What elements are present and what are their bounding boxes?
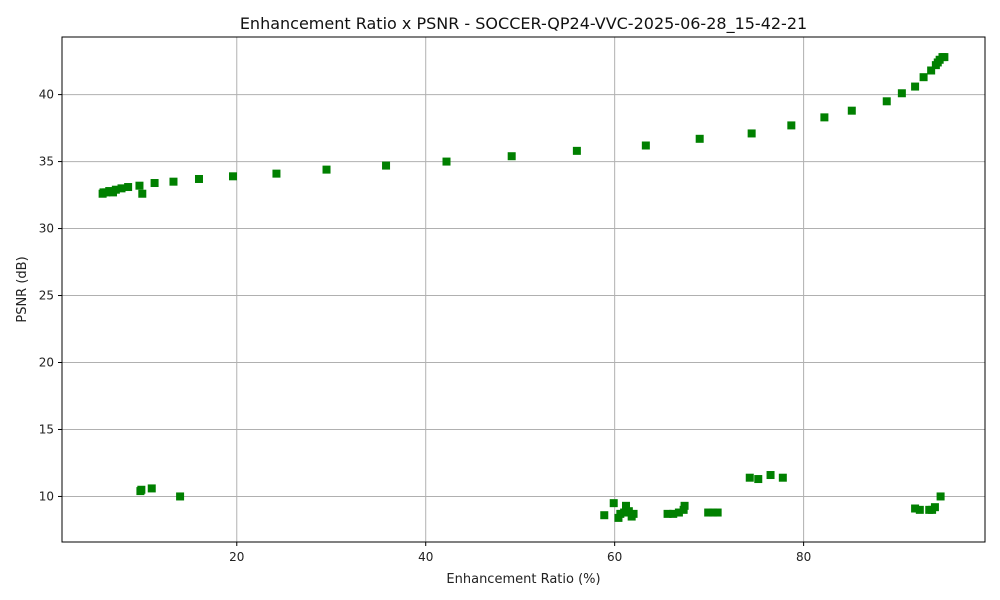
data-point xyxy=(745,473,754,482)
data-point xyxy=(930,503,939,512)
data-point xyxy=(137,485,146,494)
data-point xyxy=(911,82,920,91)
x-axis-ticks: 20 40 60 80 xyxy=(229,542,811,564)
data-point xyxy=(147,484,156,493)
data-point xyxy=(150,179,159,188)
data-point xyxy=(847,106,856,115)
data-point xyxy=(111,185,120,194)
data-point xyxy=(629,509,638,518)
y-tick-label: 15 xyxy=(39,422,54,436)
data-point xyxy=(882,97,891,106)
data-point xyxy=(820,113,829,122)
y-tick-label: 20 xyxy=(39,356,54,370)
data-point xyxy=(713,508,722,517)
x-tick-label: 20 xyxy=(229,550,244,564)
y-axis-ticks: 10 15 20 25 30 35 40 xyxy=(39,88,62,503)
data-point xyxy=(169,177,178,186)
x-axis-label: Enhancement Ratio (%) xyxy=(446,572,600,587)
data-point xyxy=(624,507,633,516)
data-point xyxy=(117,184,126,193)
data-point xyxy=(507,152,516,161)
y-tick-label: 35 xyxy=(39,155,54,169)
data-point xyxy=(695,134,704,143)
data-point xyxy=(927,66,936,75)
data-point xyxy=(669,509,678,518)
data-point xyxy=(272,169,281,178)
chart-title: Enhancement Ratio x PSNR - SOCCER-QP24-V… xyxy=(240,14,807,34)
data-point xyxy=(124,183,133,192)
data-point xyxy=(679,505,688,514)
data-point xyxy=(747,129,756,138)
data-point xyxy=(609,499,618,508)
y-tick-label: 40 xyxy=(39,88,54,102)
data-point xyxy=(622,501,631,510)
y-tick-label: 25 xyxy=(39,289,54,303)
grid xyxy=(62,37,985,542)
data-point xyxy=(897,89,906,98)
data-point xyxy=(911,504,920,513)
data-point xyxy=(936,492,945,501)
data-point xyxy=(641,141,650,150)
y-tick-label: 30 xyxy=(39,222,54,236)
data-point xyxy=(620,508,629,517)
data-point xyxy=(919,73,928,82)
data-point xyxy=(940,53,949,62)
data-point xyxy=(708,508,717,517)
data-points xyxy=(98,53,949,522)
data-point xyxy=(680,501,689,510)
data-point xyxy=(614,513,623,522)
data-point xyxy=(754,475,763,484)
y-tick-label: 10 xyxy=(39,489,54,503)
data-point xyxy=(135,181,144,190)
data-point xyxy=(572,146,581,155)
data-point xyxy=(176,492,185,501)
data-point xyxy=(674,508,683,517)
plot-frame xyxy=(61,36,986,543)
data-point xyxy=(442,157,451,166)
data-point xyxy=(600,511,609,520)
data-point xyxy=(138,189,147,198)
data-point xyxy=(778,473,787,482)
x-tick-label: 80 xyxy=(796,550,811,564)
data-point xyxy=(766,471,775,480)
data-point xyxy=(915,505,924,514)
data-point xyxy=(787,121,796,130)
data-point xyxy=(228,172,237,181)
x-tick-label: 60 xyxy=(607,550,622,564)
x-tick-label: 40 xyxy=(418,550,433,564)
y-axis-label: PSNR (dB) xyxy=(15,256,30,322)
data-point xyxy=(194,174,203,183)
data-point xyxy=(322,165,331,174)
data-point xyxy=(704,508,713,517)
data-point xyxy=(663,509,672,518)
data-point xyxy=(382,161,391,170)
